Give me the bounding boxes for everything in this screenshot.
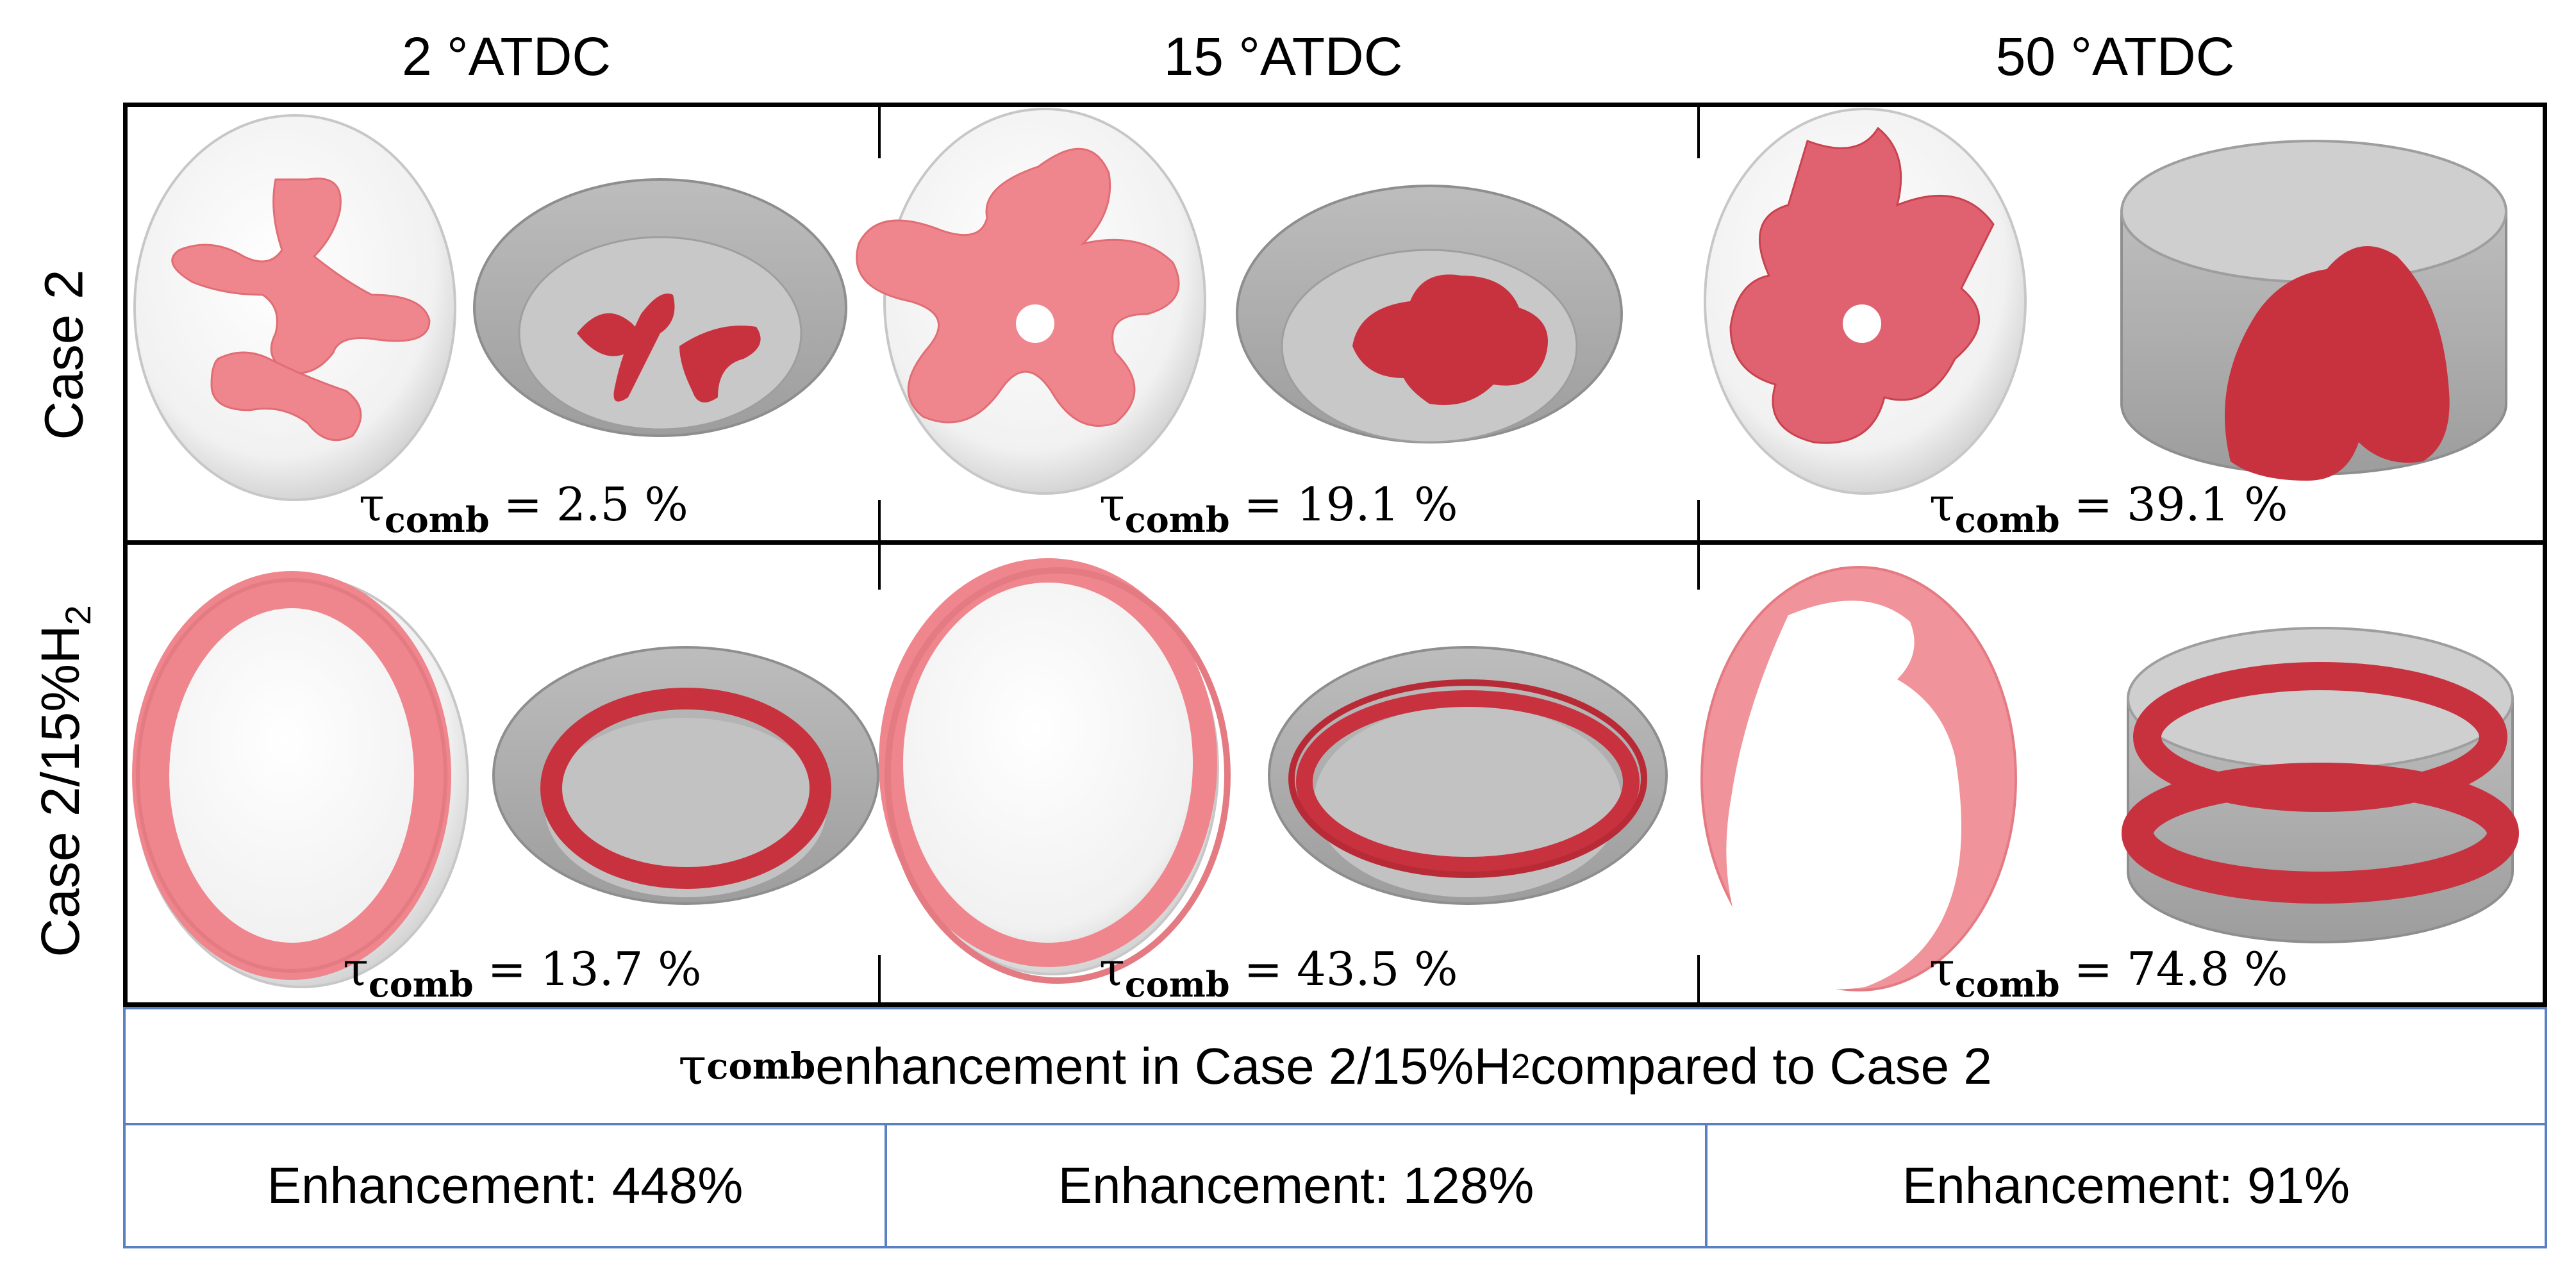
column-tick [878, 500, 881, 590]
viz-case2-2atdc-side [473, 178, 847, 437]
tau-label-r2c1: τcomb = 13.7 % [343, 942, 702, 1005]
enhancement-cell-1: Enhancement: 448% [267, 1157, 744, 1214]
viz-h2-15atdc-side [1268, 646, 1668, 905]
viz-h2-50atdc-top [1700, 566, 2017, 991]
viz-h2-2atdc-top [132, 571, 469, 988]
tau-label-r1c3: τcomb = 39.1 % [1929, 477, 2288, 540]
tau-label-r2c2: τcomb = 43.5 % [1099, 942, 1458, 1005]
column-tick [878, 955, 881, 1005]
column-tick [878, 107, 881, 158]
viz-h2-50atdc-side [2122, 627, 2519, 943]
viz-h2-15atdc-top [879, 558, 1231, 984]
enhancement-title: τ comb enhancement in Case 2/15%H 2 compar… [123, 1007, 2547, 1125]
enhancement-cell-3: Enhancement: 91% [1705, 1125, 2545, 1246]
tau-label-r1c1: τcomb = 2.5 % [359, 477, 688, 540]
viz-case2-50atdc-side [2120, 140, 2507, 481]
column-header-3: 50 °ATDC [1995, 26, 2235, 87]
tau-label-r2c3: τcomb = 74.8 % [1929, 942, 2288, 1005]
column-header-2: 15 °ATDC [1163, 26, 1403, 87]
column-tick [1697, 107, 1700, 158]
figure-grid [123, 103, 2547, 1007]
row-divider [123, 540, 2547, 545]
enhancement-row: Enhancement: 448% Enhancement: 128% Enha… [123, 1123, 2547, 1248]
viz-case2-15atdc-top [856, 108, 1206, 495]
viz-case2-2atdc-top [133, 114, 456, 501]
enhancement-cell-2: Enhancement: 128% [885, 1125, 1705, 1246]
column-header-1: 2 °ATDC [401, 26, 611, 87]
tau-label-r1c2: τcomb = 19.1 % [1099, 477, 1458, 540]
column-tick [1697, 500, 1700, 590]
viz-h2-2atdc-side [492, 646, 879, 905]
viz-case2-15atdc-side [1236, 185, 1623, 443]
column-tick [1697, 955, 1700, 1005]
viz-case2-50atdc-top [1704, 108, 2027, 495]
